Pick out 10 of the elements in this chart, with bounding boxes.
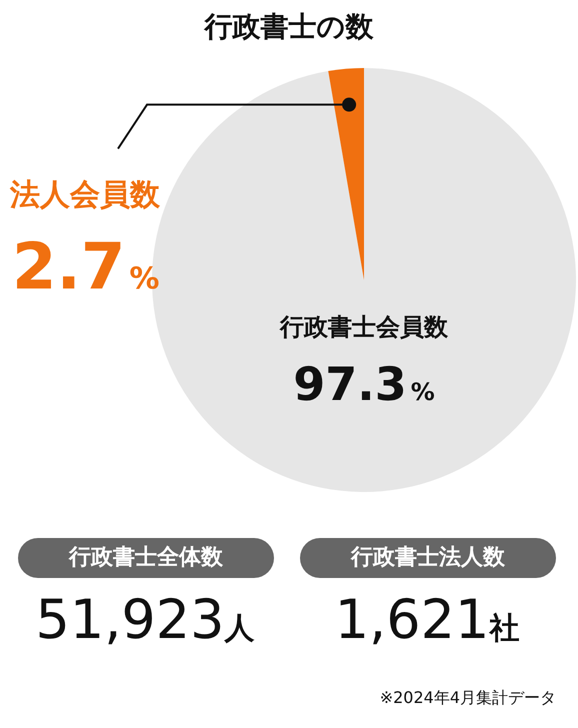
slice-label: 法人会員数 xyxy=(9,178,161,213)
text: ※2024年4月集計データ xyxy=(380,688,556,709)
text: 51,923人 xyxy=(34,588,256,651)
text: 行政書士全体数 xyxy=(18,538,274,578)
chart-title: 行政書士の数 xyxy=(202,9,374,45)
data-label: 2.7% xyxy=(12,230,160,305)
data-label: 97.3% xyxy=(293,357,435,411)
text: 1,621社 xyxy=(334,588,520,651)
slice-label: 行政書士会員数 xyxy=(279,313,449,341)
text: 行政書士法人数 xyxy=(300,538,556,578)
